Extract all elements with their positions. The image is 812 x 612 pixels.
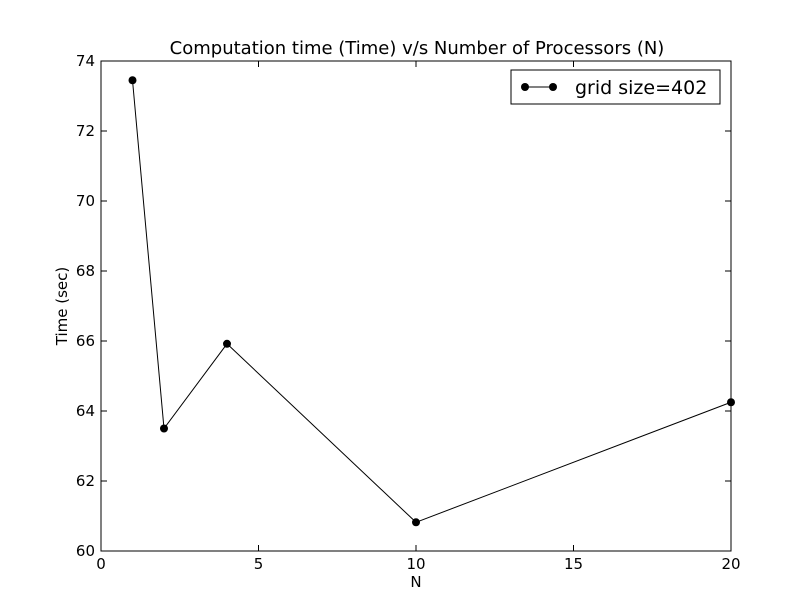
data-point (727, 398, 735, 407)
y-tick-label: 64 (76, 402, 95, 420)
y-tick-label: 66 (76, 332, 95, 350)
y-tick-label: 72 (76, 122, 95, 140)
y-tick-label: 60 (76, 542, 95, 560)
y-axis-label: Time (sec) (53, 267, 71, 346)
x-axis-label: N (410, 573, 421, 591)
axis-ticks (100, 60, 732, 552)
y-tick-label: 74 (76, 52, 95, 70)
x-tick-label: 15 (564, 555, 583, 573)
axis-tick-labels: 0 5 10 15 20 60 62 64 66 68 70 72 74 (76, 52, 741, 573)
data-point (223, 339, 231, 348)
plot-area (100, 60, 732, 552)
legend-entry-label: grid size=402 (575, 77, 707, 99)
y-tick-label: 70 (76, 192, 95, 210)
y-tick-label: 68 (76, 262, 95, 280)
legend-marker-right (549, 83, 557, 91)
x-tick-label: 10 (406, 555, 425, 573)
x-tick-label: 20 (721, 555, 740, 573)
data-point (160, 424, 168, 433)
legend: grid size=402 (510, 69, 721, 105)
y-tick-label: 62 (76, 472, 95, 490)
data-point (412, 518, 420, 527)
plot-frame (100, 60, 732, 552)
chart-title: Computation time (Time) v/s Number of Pr… (170, 38, 665, 59)
data-point (128, 76, 137, 85)
series-layer (128, 76, 735, 527)
x-tick-label: 5 (254, 555, 264, 573)
x-tick-label: 0 (96, 555, 106, 573)
series-line (132, 80, 732, 523)
legend-marker-left (521, 83, 529, 91)
